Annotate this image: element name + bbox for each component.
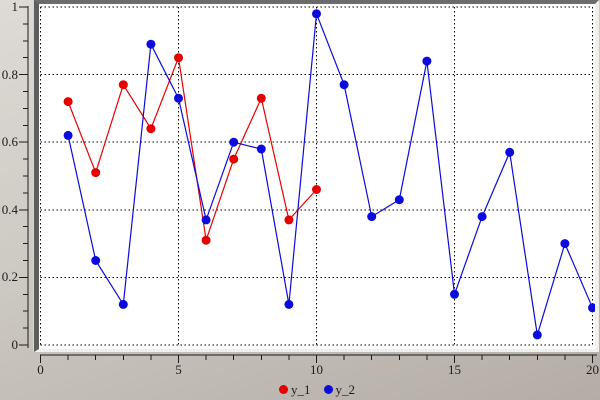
y-tick-label: 0.2: [1, 269, 18, 285]
x-tick-label: 0: [37, 362, 44, 377]
gridlines: [40, 6, 593, 346]
data-point-y_2: [450, 289, 459, 299]
legend-label: y_2: [335, 382, 356, 397]
y-tick-label: 0.6: [1, 134, 18, 150]
plot-canvas[interactable]: [39, 4, 595, 349]
data-point-y_2: [284, 299, 294, 309]
data-point-y_2: [394, 195, 404, 205]
data-point-y_2: [339, 80, 349, 90]
data-point-y_1: [229, 154, 239, 164]
series-lines: [67, 13, 594, 336]
x-tick-label: 5: [175, 362, 182, 377]
y-tick-label: 1: [11, 0, 19, 14]
legend-item-y_2: y_2: [323, 382, 356, 397]
data-point-y_1: [146, 124, 156, 134]
x-tick-label: 15: [448, 362, 461, 377]
y-tick-label: 0.4: [1, 201, 18, 217]
data-point-y_2: [560, 239, 570, 249]
data-point-y_1: [118, 80, 128, 90]
legend-marker-icon: [279, 385, 288, 394]
x-tick-label: 10: [310, 362, 323, 377]
data-point-y_2: [477, 212, 487, 222]
data-point-y_2: [63, 130, 73, 140]
legend: y_1 y_2: [39, 382, 595, 397]
data-point-y_1: [256, 93, 266, 103]
data-point-y_2: [118, 299, 128, 309]
legend-item-y_1: y_1: [279, 383, 311, 396]
data-point-y_2: [91, 256, 101, 265]
data-point-y_2: [146, 39, 156, 49]
data-point-y_2: [422, 56, 432, 66]
data-point-y_2: [312, 9, 321, 19]
data-point-y_2: [256, 144, 266, 154]
data-point-y_2: [505, 147, 515, 157]
legend-marker-icon: [323, 385, 333, 394]
data-point-y_2: [201, 215, 211, 225]
data-point-y_1: [174, 53, 183, 63]
y-tick-label: 0.8: [1, 66, 18, 82]
data-point-y_2: [174, 93, 183, 103]
x-tick-label: 20: [586, 362, 599, 377]
legend-label: y_1: [291, 382, 311, 397]
data-point-y_2: [532, 330, 542, 340]
data-point-y_1: [91, 168, 101, 178]
data-point-y_2: [367, 212, 377, 222]
data-point-y_2: [229, 137, 239, 147]
data-point-y_1: [201, 235, 211, 245]
data-point-y_1: [63, 97, 73, 107]
series-line-y_1: [67, 55, 317, 241]
y-axis-ruler: [19, 6, 29, 348]
data-point-y_2: [588, 303, 595, 313]
series-line-y_2: [67, 13, 594, 336]
data-point-y_1: [312, 185, 321, 194]
plot-frame: [34, 0, 599, 352]
series-markers: [63, 9, 595, 340]
data-point-y_1: [284, 215, 294, 225]
y-tick-label: 0: [11, 337, 19, 352]
